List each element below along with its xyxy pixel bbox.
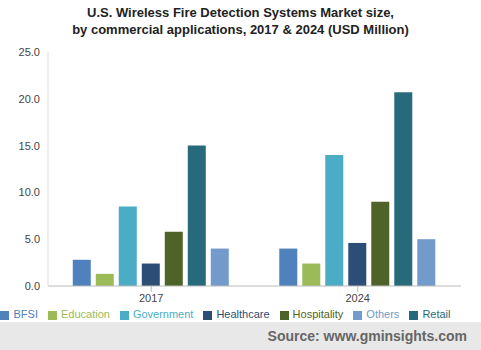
svg-text:20.0: 20.0 (19, 93, 40, 105)
svg-text:2017: 2017 (139, 292, 163, 304)
svg-text:5.0: 5.0 (25, 233, 40, 245)
html-text:Government: Government (132, 308, 194, 320)
html-text:Others: Others (366, 308, 400, 320)
html-text:Hospitality: Hospitality (292, 308, 344, 320)
svg-text:10.0: 10.0 (19, 186, 40, 198)
html-text:U.S. Wireless Fire Detection S: U.S. Wireless Fire Detection Systems Mar… (72, 5, 409, 37)
html-text:Source: www.gminsights.com: Source: www.gminsights.com (267, 328, 467, 344)
html-text:Healthcare: Healthcare (216, 308, 270, 320)
html-text:Retail: Retail (422, 308, 451, 320)
svg-text:15.0: 15.0 (19, 140, 40, 152)
svg-text:0.0: 0.0 (25, 280, 40, 292)
svg-text:25.0: 25.0 (19, 46, 40, 58)
html-text:BFSI: BFSI (13, 308, 38, 320)
svg-text:2024: 2024 (346, 292, 370, 304)
html-text:Education: Education (60, 308, 110, 320)
